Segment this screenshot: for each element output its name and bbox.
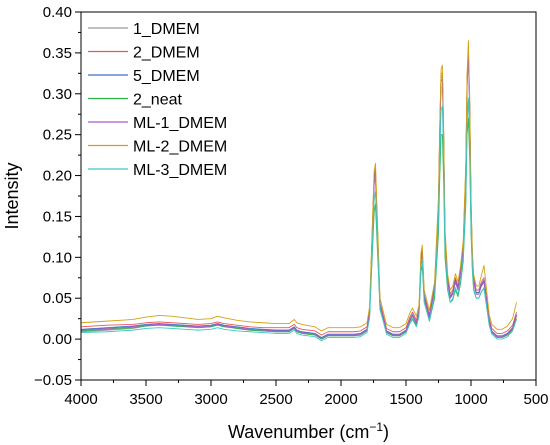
legend-label: 1_DMEM (133, 21, 200, 38)
y-axis-title: Intensity (2, 162, 22, 229)
y-tick-label: 0.20 (43, 168, 72, 185)
x-axis-ticks: 4000 3500 3000 2500 2000 1500 1000 500 (64, 380, 549, 408)
y-tick-label: 0.35 (43, 45, 72, 62)
y-tick-label: 0.10 (43, 249, 72, 266)
x-tick-label: 500 (523, 391, 548, 408)
legend-label: ML-1_DMEM (133, 115, 227, 132)
legend-label: ML-2_DMEM (133, 139, 227, 156)
y-tick-label: −0.05 (34, 372, 72, 389)
legend: 1_DMEM 2_DMEM 5_DMEM 2_neat ML-1_DMEM ML-2_DM… (85, 16, 245, 186)
x-tick-label: 1500 (389, 391, 422, 408)
y-tick-label: 0.30 (43, 86, 72, 103)
y-tick-label: 0.05 (43, 290, 72, 307)
y-tick-label: 0.15 (43, 208, 72, 225)
y-tick-label: 0.40 (43, 4, 72, 21)
y-axis-ticks: −0.05 0.00 0.05 0.10 0.15 0.20 0.25 0.30 0.35 0.4… (34, 4, 81, 389)
series-line-6 (80, 40, 517, 332)
y-tick-label: 0.00 (43, 331, 72, 348)
x-tick-label: 1000 (454, 391, 487, 408)
x-axis-title: Wavenumber (cm−1) (228, 420, 389, 442)
x-tick-label: 3000 (194, 391, 227, 408)
legend-label: 2_DMEM (133, 45, 200, 62)
series-layer (80, 40, 517, 342)
series-line-7 (80, 97, 517, 342)
legend-label: 5_DMEM (133, 68, 200, 85)
legend-background (85, 16, 245, 186)
y-tick-label: 0.25 (43, 127, 72, 144)
legend-label: 2_neat (133, 92, 182, 109)
x-tick-label: 3500 (129, 391, 162, 408)
x-tick-label: 2000 (324, 391, 357, 408)
legend-label: ML-3_DMEM (133, 162, 227, 179)
x-tick-label: 4000 (64, 391, 97, 408)
x-tick-label: 2500 (259, 391, 292, 408)
